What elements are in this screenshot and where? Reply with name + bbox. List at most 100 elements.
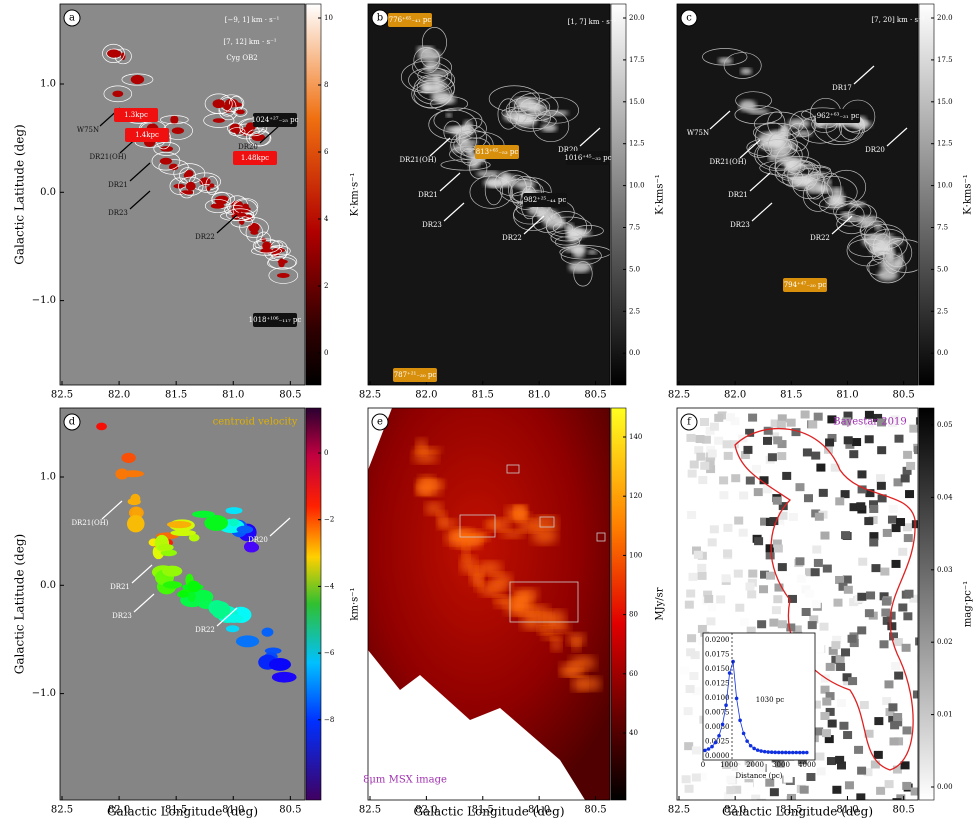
extinction-cell <box>760 570 770 579</box>
colorbar-tick-label: 0.0 <box>937 349 948 357</box>
extinction-cell <box>887 515 897 524</box>
contour <box>802 180 834 212</box>
inset-y-tick-label: 0.0050 <box>705 723 730 731</box>
colorbar-tick-label: −4 <box>324 582 335 590</box>
colorbar <box>610 407 627 801</box>
contour <box>264 246 288 262</box>
emission-blob <box>466 144 475 154</box>
emission-blob <box>209 183 215 188</box>
colorbar-tick-label: 5.0 <box>629 265 640 273</box>
extinction-cell <box>765 551 775 560</box>
contour <box>734 105 783 125</box>
extinction-cell <box>751 794 761 800</box>
extinction-cell <box>840 490 850 499</box>
contour <box>545 216 593 238</box>
arrow <box>131 564 153 584</box>
extinction-cell <box>900 761 910 770</box>
inset-y-tick-label: 0.0075 <box>705 709 730 717</box>
extinction-cell <box>684 784 694 793</box>
panel-letter-badge <box>680 413 698 431</box>
emission-blob <box>276 273 290 278</box>
extinction-cell <box>816 767 826 776</box>
extinction-cell <box>836 698 846 707</box>
emission-blob <box>185 181 196 191</box>
extinction-cell <box>810 568 820 577</box>
colorbar-tick-label: 40 <box>629 729 638 737</box>
extinction-cell <box>893 638 903 647</box>
image-background <box>368 4 610 385</box>
extinction-cell <box>903 612 913 621</box>
extinction-cell <box>714 413 724 422</box>
x-tick-label: 80.5 <box>892 390 914 401</box>
velocity-blob <box>228 518 239 527</box>
panel-image <box>368 408 610 800</box>
contour <box>151 151 181 171</box>
extinction-cell <box>774 524 784 533</box>
extinction-cell <box>915 417 918 426</box>
extinction-cell <box>684 600 694 609</box>
extinction-cell <box>841 648 851 657</box>
inset-y-tick-label: 0.0200 <box>705 636 730 644</box>
label-box <box>253 313 297 327</box>
extinction-cell <box>691 746 701 755</box>
annotation: [1, 7] km · s⁻¹ <box>568 18 617 26</box>
contour <box>440 159 491 171</box>
extinction-cell <box>740 451 750 460</box>
extinction-cell <box>854 745 864 754</box>
extinction-cell <box>819 622 829 631</box>
inset-x-label: Distance (pc) <box>735 772 782 780</box>
colorbar-tick-label: 140 <box>629 433 642 441</box>
extinction-cell <box>888 703 898 712</box>
extinction-cell <box>865 489 875 498</box>
extinction-cell <box>707 449 717 458</box>
contour <box>160 115 189 125</box>
colorbar-tick-label: 17.5 <box>629 56 645 64</box>
extinction-cell <box>744 758 754 767</box>
panel-frame <box>59 3 306 386</box>
contour <box>532 110 570 143</box>
extinction-cell <box>869 504 879 513</box>
panel-letter-badge <box>63 9 81 27</box>
contour <box>246 128 271 147</box>
emission-blob <box>874 221 881 231</box>
extinction-cell <box>757 620 767 629</box>
extinction-cell <box>896 518 906 527</box>
extinction-cell <box>697 624 707 633</box>
velocity-blob <box>271 671 297 683</box>
emission-blob <box>462 543 471 561</box>
extinction-cell <box>773 436 783 445</box>
annotation: DR21 <box>110 583 130 591</box>
emission-blob <box>278 258 285 268</box>
colorbar-tick-label: 12.5 <box>937 140 953 148</box>
extinction-cell <box>904 589 914 598</box>
panel-letter-badge <box>63 413 81 431</box>
extinction-cell <box>776 420 786 429</box>
x-tick-label: 82.5 <box>668 805 690 816</box>
extinction-cell <box>859 701 869 710</box>
extinction-cell <box>691 546 701 555</box>
colorbar-tick-label: 0 <box>324 349 328 357</box>
emission-blob <box>523 100 542 114</box>
contour <box>227 122 244 134</box>
contour <box>560 246 602 266</box>
extinction-cell <box>705 426 715 435</box>
x-tick-label: 82.5 <box>51 805 73 816</box>
extinction-cell <box>759 476 769 485</box>
colorbar-tick-label: −6 <box>324 649 335 657</box>
extinction-cell <box>811 600 821 609</box>
x-tick-label: 82.5 <box>51 390 73 401</box>
box <box>506 464 520 474</box>
emission-blob <box>740 68 752 75</box>
emission-blob <box>572 245 586 259</box>
emission-blob <box>486 177 505 188</box>
extinction-cell <box>898 547 908 556</box>
inset-x-tick-label: 2000 <box>746 761 764 769</box>
emission-blob <box>494 599 512 609</box>
emission-blob <box>445 113 452 118</box>
extinction-cell <box>722 761 732 770</box>
extinction-cell <box>689 672 699 681</box>
colorbar-tick-label: 7.5 <box>629 224 640 232</box>
extinction-cell <box>877 418 887 427</box>
colorbar-tick-label: 60 <box>629 670 638 678</box>
extinction-cell <box>769 618 779 627</box>
